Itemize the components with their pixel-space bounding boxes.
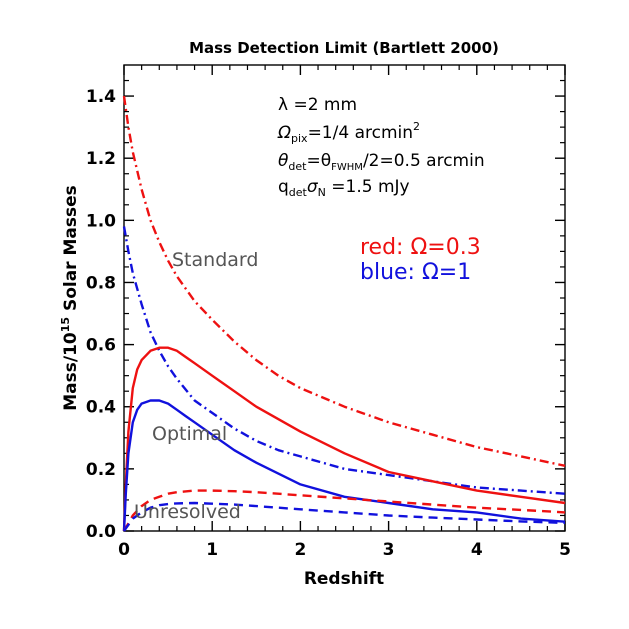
series-line-optimal-blue xyxy=(122,399,566,532)
series-line-unresolved-blue xyxy=(123,501,566,532)
y-tick-label: 1.2 xyxy=(86,149,116,169)
x-axis-label: Redshift xyxy=(304,569,384,589)
y-tick-label: 1.4 xyxy=(86,87,116,107)
x-tick-label: 0 xyxy=(118,540,130,560)
param-theta: θdet=θFWHM/2=0.5 arcmin xyxy=(278,151,485,173)
annotation-standard: Standard xyxy=(172,249,258,271)
x-tick-label: 3 xyxy=(383,540,395,560)
y-tick-label: 0.0 xyxy=(86,522,116,542)
y-tick-label: 0.4 xyxy=(86,398,116,418)
y-tick-label: 1.0 xyxy=(86,211,116,231)
param-lambda: λ =2 mm xyxy=(278,95,357,115)
param-omega-pix: Ωpix=1/4 arcmin2 xyxy=(277,120,420,145)
legend-red: red: Ω=0.3 xyxy=(360,235,481,260)
parameter-block: λ =2 mm Ωpix=1/4 arcmin2 θdet=θFWHM/2=0.… xyxy=(277,95,485,199)
series-line-unresolved-red xyxy=(122,489,566,532)
annotation-optimal: Optimal xyxy=(152,423,227,445)
y-axis-ticks: 0.0 0.2 0.4 0.6 0.8 1.0 1.2 1.4 xyxy=(86,79,565,542)
x-tick-label: 1 xyxy=(206,540,218,560)
y-tick-label: 0.8 xyxy=(86,273,116,293)
y-tick-label: 0.6 xyxy=(86,336,116,356)
param-q-sigma: qdetσN =1.5 mJy xyxy=(278,177,410,199)
y-axis-label: Mass/1015 Solar Masses xyxy=(59,185,81,411)
series-group xyxy=(122,95,566,532)
chart-title: Mass Detection Limit (Bartlett 2000) xyxy=(189,39,499,57)
x-tick-label: 5 xyxy=(559,540,571,560)
annotation-unresolved: Unresolved xyxy=(134,501,241,523)
x-tick-label: 4 xyxy=(471,540,483,560)
y-tick-label: 0.2 xyxy=(86,460,116,480)
x-tick-label: 2 xyxy=(294,540,306,560)
series-line-optimal-red xyxy=(122,346,566,532)
x-axis-ticks: 0 1 2 3 4 5 xyxy=(118,65,571,560)
legend-blue: blue: Ω=1 xyxy=(360,260,471,285)
series-line-standard-red xyxy=(122,95,566,467)
